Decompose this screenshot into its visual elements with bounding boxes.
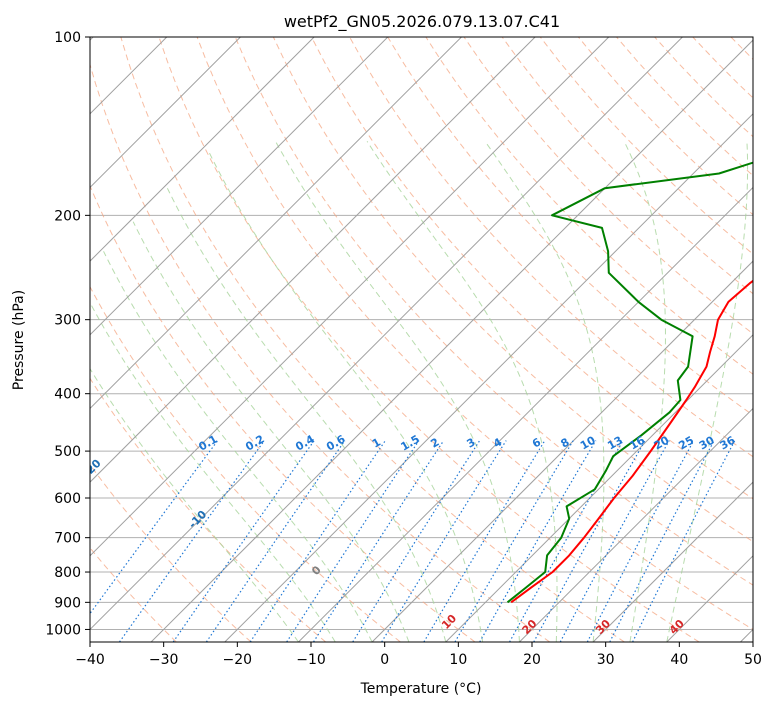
y-tick-label: 900: [54, 595, 81, 611]
isotherm-line: [90, 37, 536, 483]
moist-adiabat-line: [484, 141, 605, 642]
x-tick-label: −30: [149, 652, 179, 668]
x-axis-label: Temperature (°C): [360, 681, 482, 697]
isotherm-line: [90, 37, 683, 631]
mixing-ratio-line: [249, 440, 386, 642]
mixing-ratio-line: [286, 440, 420, 642]
dry-adiabat-line: [158, 37, 700, 642]
isotherm-line: [519, 407, 753, 642]
moist-adiabat-line: [207, 149, 484, 642]
pressure-gridlines: [90, 37, 753, 630]
isotherm-line: [90, 37, 241, 189]
moist-adiabat-line: [275, 141, 520, 642]
isotherm-line: [90, 37, 462, 410]
y-tick-label: 700: [54, 531, 81, 547]
dry-adiabat-line: [90, 377, 327, 642]
moist-adiabat-line: [90, 301, 336, 642]
mixing-ratio-line: [632, 440, 736, 642]
y-axis-ticks: 100 200 300 400 500 600 700 800 900 1000: [45, 30, 90, 638]
mixing-ratio-line: [381, 440, 507, 642]
mixing-ratio-line: [119, 440, 265, 642]
y-tick-label: 400: [54, 387, 81, 403]
y-tick-label: 100: [54, 30, 81, 46]
isotherm-line: [90, 37, 315, 262]
dry-adiabat-line: [311, 37, 753, 500]
moist-adiabat-line: [103, 251, 373, 642]
mixing-ratio-line: [352, 440, 481, 642]
isotherm-line: [90, 37, 389, 336]
moist-adiabat-line: [90, 367, 299, 642]
chart-title: wetPf2_GN05.2026.079.13.07.C41: [284, 12, 560, 32]
mixing-ratio-line: [423, 440, 546, 642]
mixing-ratio-line: [205, 440, 346, 642]
mixing-ratio-line: [454, 440, 574, 642]
dry-adiabat-line: [501, 37, 753, 295]
moist-adiabat-line: [623, 141, 666, 642]
x-tick-label: 50: [744, 652, 762, 668]
y-tick-label: 600: [54, 491, 81, 507]
dry-adiabat-line: [196, 37, 753, 631]
x-tick-label: 30: [597, 652, 615, 668]
moist-adiabat-line: [166, 188, 447, 642]
isotherm-line: [592, 481, 753, 642]
dry-adiabats: [90, 37, 753, 642]
dry-adiabat-line: [90, 463, 252, 642]
isotherm-line: [445, 334, 753, 642]
temperature-profile: [510, 279, 753, 604]
moist-adiabats: [90, 141, 749, 642]
x-tick-label: 0: [380, 652, 389, 668]
mixing-ratio-line: [90, 440, 219, 615]
moist-adiabat-line: [366, 141, 558, 642]
sounding-curves: [506, 161, 753, 604]
y-axis-label: Pressure (hPa): [11, 290, 27, 390]
isotherm-line: [298, 186, 753, 642]
y-tick-label: 200: [54, 208, 81, 224]
x-axis-ticks: −40 −30 −20 −10 0 10 20 30 40 50: [75, 642, 762, 668]
dry-adiabat-line: [120, 37, 625, 642]
mixing-ratio-line: [533, 440, 646, 642]
mixing-ratio-line: [172, 440, 315, 642]
dry-adiabat-line: [272, 37, 753, 543]
plot-area: 0.10.20.40.611.52346810131620253036-100-…: [90, 37, 753, 642]
dry-adiabat-line: [234, 37, 753, 586]
isotherm-line: [90, 37, 610, 557]
x-tick-label: 20: [523, 652, 541, 668]
moist-adiabat-line: [132, 221, 410, 642]
dewpoint-profile: [506, 161, 753, 604]
x-tick-label: 10: [449, 652, 467, 668]
mixing-ratio-lines: [90, 440, 736, 642]
y-tick-label: 300: [54, 313, 81, 329]
x-tick-label: 40: [670, 652, 688, 668]
isotherm-line: [150, 39, 753, 642]
dry-adiabat-line: [463, 37, 753, 335]
mixing-ratio-line: [313, 440, 445, 642]
plot-frame: [89, 36, 754, 643]
isotherm-line: [224, 113, 753, 642]
x-tick-label: −20: [223, 652, 253, 668]
moist-adiabat-line: [666, 141, 749, 642]
y-tick-label: 1000: [45, 622, 81, 638]
isotherm-line: [371, 260, 753, 642]
dry-adiabat-line: [90, 62, 551, 642]
x-tick-label: −40: [75, 652, 105, 668]
y-tick-label: 500: [54, 444, 81, 460]
isotherms: [90, 37, 753, 642]
mixing-ratio-line: [509, 440, 624, 642]
mixing-ratio-line: [559, 440, 670, 642]
x-tick-label: −10: [296, 652, 326, 668]
y-tick-label: 800: [54, 565, 81, 581]
